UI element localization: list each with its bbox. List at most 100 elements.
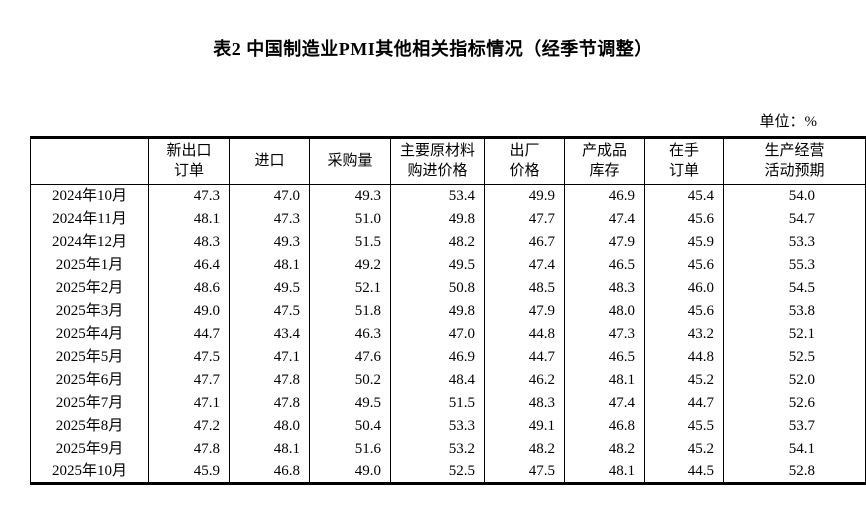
cell-value: 47.2	[148, 414, 230, 438]
cell-value: 47.7	[148, 368, 230, 392]
table-row: 2025年2月 48.6 49.5 52.1 50.8 48.5 48.3 46.0 54.5	[30, 276, 866, 300]
cell-value: 51.8	[309, 299, 391, 323]
cell-value: 50.4	[309, 414, 391, 438]
cell-value: 48.1	[229, 253, 310, 277]
cell-value: 45.9	[148, 460, 230, 484]
cell-value: 51.6	[309, 437, 391, 461]
header-cell: 采购量	[309, 137, 391, 185]
cell-value: 48.3	[148, 230, 230, 254]
cell-value: 48.1	[564, 368, 645, 392]
cell-value: 50.2	[309, 368, 391, 392]
header-cell: 新出口 订单	[148, 137, 230, 185]
header-cell: 生产经营 活动预期	[723, 137, 866, 185]
cell-value: 47.7	[484, 207, 565, 231]
cell-value: 54.1	[723, 437, 866, 461]
table-row: 2024年12月 48.3 49.3 51.5 48.2 46.7 47.9 45.9 53.3	[30, 230, 866, 254]
cell-value: 52.1	[723, 322, 866, 346]
row-label: 2025年2月	[30, 276, 149, 300]
cell-value: 46.2	[484, 368, 565, 392]
cell-value: 53.2	[390, 437, 485, 461]
cell-value: 46.9	[564, 184, 645, 208]
row-label: 2025年1月	[30, 253, 149, 277]
cell-value: 51.5	[390, 391, 485, 415]
header-cell: 出厂 价格	[484, 137, 565, 185]
cell-value: 43.2	[644, 322, 724, 346]
cell-value: 48.6	[148, 276, 230, 300]
cell-value: 53.3	[390, 414, 485, 438]
cell-value: 53.8	[723, 299, 866, 323]
cell-value: 47.5	[148, 345, 230, 369]
cell-value: 46.8	[564, 414, 645, 438]
cell-value: 48.4	[390, 368, 485, 392]
pmi-indicators-table: 新出口 订单 进口 采购量 主要原材料 购进价格 出厂 价格 产成品 库存 在手 订单 生产经…	[30, 136, 866, 485]
cell-value: 55.3	[723, 253, 866, 277]
table-row: 2025年4月 44.7 43.4 46.3 47.0 44.8 47.3 43.2 52.1	[30, 322, 866, 346]
cell-value: 48.5	[484, 276, 565, 300]
table-row: 2024年10月 47.3 47.0 49.3 53.4 49.9 46.9 45.4 54.0	[30, 184, 866, 208]
cell-value: 45.9	[644, 230, 724, 254]
cell-value: 52.5	[390, 460, 485, 484]
row-label: 2024年11月	[30, 207, 149, 231]
cell-value: 48.1	[564, 460, 645, 484]
cell-value: 46.0	[644, 276, 724, 300]
cell-value: 49.3	[229, 230, 310, 254]
cell-value: 47.3	[229, 207, 310, 231]
header-cell-empty	[30, 137, 149, 185]
cell-value: 52.6	[723, 391, 866, 415]
cell-value: 48.1	[148, 207, 230, 231]
cell-value: 49.5	[390, 253, 485, 277]
row-label: 2025年4月	[30, 322, 149, 346]
cell-value: 49.2	[309, 253, 391, 277]
cell-value: 47.0	[390, 322, 485, 346]
table-row: 2025年10月 45.9 46.8 49.0 52.5 47.5 48.1 44.5 52.8	[30, 460, 866, 484]
cell-value: 54.0	[723, 184, 866, 208]
cell-value: 48.0	[229, 414, 310, 438]
cell-value: 54.5	[723, 276, 866, 300]
cell-value: 48.0	[564, 299, 645, 323]
row-label: 2025年9月	[30, 437, 149, 461]
cell-value: 48.1	[229, 437, 310, 461]
cell-value: 47.5	[229, 299, 310, 323]
table-row: 2025年8月 47.2 48.0 50.4 53.3 49.1 46.8 45.5 53.7	[30, 414, 866, 438]
cell-value: 47.8	[229, 391, 310, 415]
cell-value: 47.4	[564, 207, 645, 231]
cell-value: 49.9	[484, 184, 565, 208]
header-cell: 在手 订单	[644, 137, 724, 185]
cell-value: 46.9	[390, 345, 485, 369]
cell-value: 47.4	[484, 253, 565, 277]
table-row: 2025年6月 47.7 47.8 50.2 48.4 46.2 48.1 45.2 52.0	[30, 368, 866, 392]
row-label: 2024年10月	[30, 184, 149, 208]
cell-value: 47.6	[309, 345, 391, 369]
row-label: 2025年6月	[30, 368, 149, 392]
cell-value: 47.0	[229, 184, 310, 208]
cell-value: 47.4	[564, 391, 645, 415]
cell-value: 45.2	[644, 368, 724, 392]
row-label: 2025年10月	[30, 460, 149, 484]
cell-value: 44.5	[644, 460, 724, 484]
row-label: 2025年8月	[30, 414, 149, 438]
cell-value: 48.3	[564, 276, 645, 300]
cell-value: 47.8	[148, 437, 230, 461]
cell-value: 49.0	[148, 299, 230, 323]
cell-value: 48.2	[564, 437, 645, 461]
cell-value: 47.9	[484, 299, 565, 323]
cell-value: 49.0	[309, 460, 391, 484]
table-row: 2025年5月 47.5 47.1 47.6 46.9 44.7 46.5 44.8 52.5	[30, 345, 866, 369]
table-row: 2025年9月 47.8 48.1 51.6 53.2 48.2 48.2 45.2 54.1	[30, 437, 866, 461]
cell-value: 46.5	[564, 253, 645, 277]
cell-value: 47.5	[484, 460, 565, 484]
cell-value: 52.5	[723, 345, 866, 369]
cell-value: 52.1	[309, 276, 391, 300]
table-header: 新出口 订单 进口 采购量 主要原材料 购进价格 出厂 价格 产成品 库存 在手 订单 生产经…	[30, 137, 866, 185]
cell-value: 44.8	[484, 322, 565, 346]
table-row: 2024年11月 48.1 47.3 51.0 49.8 47.7 47.4 45.6 54.7	[30, 207, 866, 231]
cell-value: 46.4	[148, 253, 230, 277]
cell-value: 47.3	[148, 184, 230, 208]
table-row: 2025年3月 49.0 47.5 51.8 49.8 47.9 48.0 45.6 53.8	[30, 299, 866, 323]
cell-value: 47.1	[148, 391, 230, 415]
cell-value: 54.7	[723, 207, 866, 231]
header-cell: 主要原材料 购进价格	[390, 137, 485, 185]
cell-value: 51.0	[309, 207, 391, 231]
cell-value: 48.2	[390, 230, 485, 254]
cell-value: 51.5	[309, 230, 391, 254]
